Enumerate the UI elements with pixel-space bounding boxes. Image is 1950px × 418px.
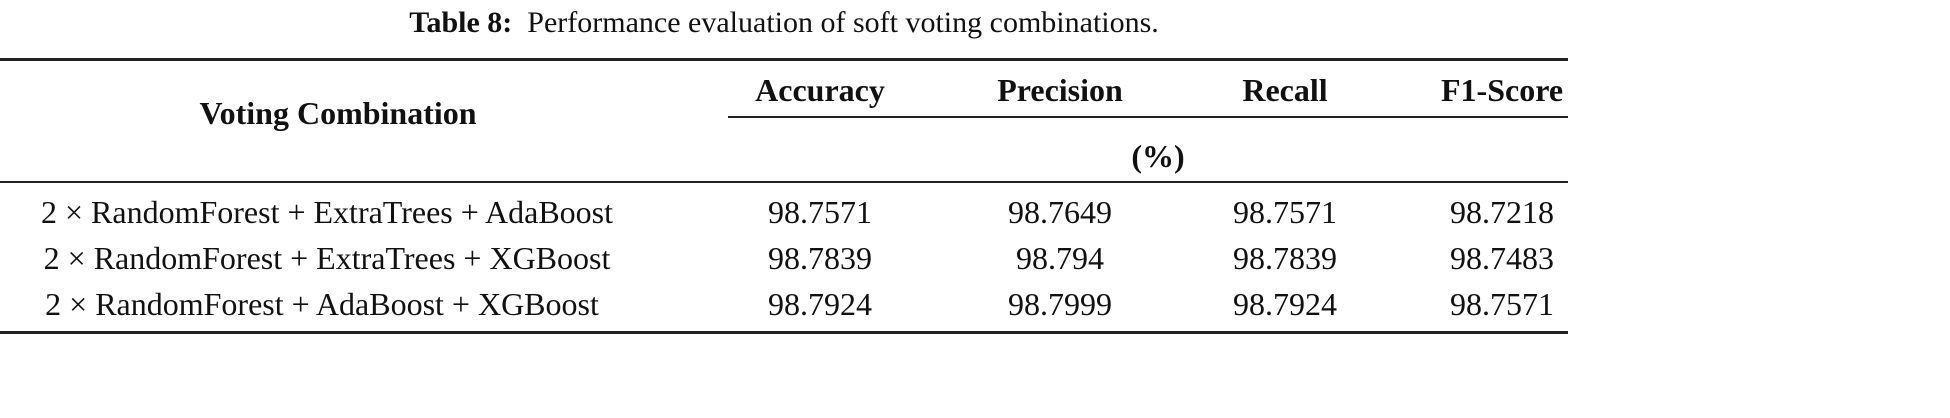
cell-accuracy: 98.7571	[768, 194, 872, 230]
cell-recall: 98.7839	[1233, 240, 1337, 276]
table-caption: Table 8: Performance evaluation of soft …	[0, 6, 1568, 40]
cell-f1-score: 98.7571	[1450, 286, 1554, 322]
caption-text: Performance evaluation of soft voting co…	[527, 6, 1159, 39]
row-combination: 2 × RandomForest + AdaBoost + XGBoost	[45, 286, 599, 322]
caption-label: Table 8:	[409, 6, 513, 39]
header-rule	[0, 181, 1568, 183]
top-rule	[0, 58, 1568, 61]
header-f1-score: F1-Score	[1440, 72, 1564, 108]
row-combination: 2 × RandomForest + ExtraTrees + AdaBoost	[40, 194, 614, 230]
cell-precision: 98.7649	[1008, 194, 1112, 230]
header-precision: Precision	[997, 72, 1123, 108]
bottom-rule	[0, 331, 1568, 334]
cell-recall: 98.7571	[1233, 194, 1337, 230]
header-unit: (%)	[1131, 138, 1185, 174]
cell-f1-score: 98.7218	[1450, 194, 1554, 230]
cell-precision: 98.7999	[1008, 286, 1112, 322]
header-voting-combination: Voting Combination	[199, 95, 477, 131]
cell-recall: 98.7924	[1233, 286, 1337, 322]
cell-accuracy: 98.7924	[768, 286, 872, 322]
row-combination: 2 × RandomForest + ExtraTrees + XGBoost	[43, 240, 611, 276]
cell-precision: 98.794	[1016, 240, 1104, 276]
cell-f1-score: 98.7483	[1450, 240, 1554, 276]
metrics-subrule	[728, 116, 1568, 118]
header-recall: Recall	[1242, 72, 1328, 108]
header-accuracy: Accuracy	[755, 72, 885, 108]
cell-accuracy: 98.7839	[768, 240, 872, 276]
